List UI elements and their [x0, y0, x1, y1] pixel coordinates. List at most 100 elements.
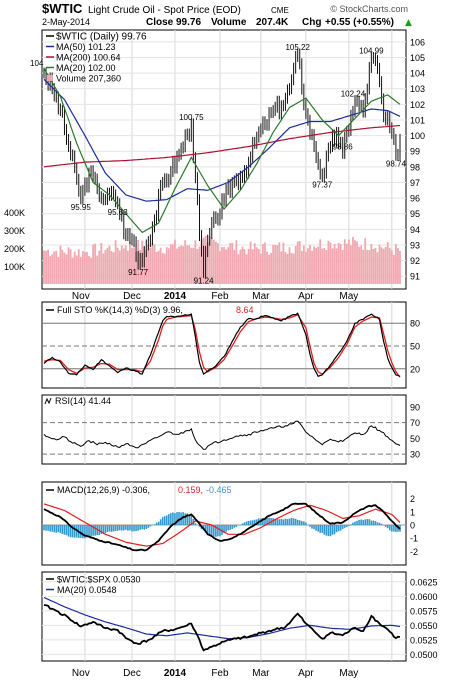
volume-bar	[341, 249, 344, 284]
macd-hist-bar	[71, 525, 74, 538]
volume-bar	[366, 249, 369, 284]
macd-hist-bar	[141, 525, 144, 530]
macd-hist-bar	[125, 525, 127, 530]
macd-hist-bar	[55, 525, 58, 533]
macd-tick-label: -1	[410, 534, 418, 544]
macd-hist-bar	[329, 525, 332, 537]
volume-bar	[257, 248, 260, 284]
volume-bar	[319, 239, 322, 284]
macd-hist-bar	[268, 517, 270, 525]
macd-hist-bar	[161, 517, 164, 525]
price-tick-label: 97	[410, 178, 420, 188]
volume-bar	[288, 247, 291, 284]
macd-hist-bar	[247, 520, 250, 525]
price-tick-label: 105	[410, 53, 425, 63]
volume-bar	[262, 244, 264, 284]
macd-hist-bar	[266, 517, 268, 525]
macd-hist-bar	[120, 525, 123, 531]
volume-bar	[155, 252, 158, 284]
volume-bar	[159, 247, 162, 284]
volume-bar	[133, 248, 135, 284]
macd-hist-bar	[241, 523, 244, 525]
sto-k-line	[43, 312, 401, 378]
volume-bar	[176, 248, 178, 284]
volume-bar	[384, 246, 387, 284]
macd-hist-bar	[290, 518, 293, 525]
macd-hist-bar	[133, 525, 135, 532]
macd-hist-bar	[223, 525, 225, 534]
volume-bar	[151, 242, 154, 284]
volume-bar	[370, 244, 373, 284]
macd-histogram	[43, 511, 401, 539]
macd-hist-bar	[284, 518, 287, 525]
macd-tick-label: 2	[410, 494, 415, 504]
volume-bar	[249, 241, 252, 284]
macd-hist-bar	[229, 525, 231, 530]
volume-bar	[343, 239, 346, 284]
macd-hist-bar	[372, 520, 375, 525]
price-tick-label: 99	[410, 147, 420, 157]
macd-hist-bar	[233, 525, 236, 528]
macd-hist-bar	[309, 525, 311, 527]
volume-bar	[102, 253, 105, 284]
macd-hist-bar	[149, 525, 152, 527]
volume-bar	[116, 247, 119, 284]
volume-bar	[225, 249, 227, 284]
ratio-tick-label: 0.0550	[410, 621, 438, 631]
price-annotation: 104.99	[359, 47, 384, 56]
ma50-line	[43, 78, 401, 202]
macd-hist-bar	[305, 522, 307, 525]
macd-hist-bar	[102, 525, 105, 534]
macd-hist-bar	[213, 525, 215, 537]
price-panel-frame	[41, 29, 407, 290]
price-legend-text: MA(200) 100.64	[56, 53, 121, 63]
volume-bar	[237, 254, 240, 284]
macd-hist-bar	[217, 525, 219, 537]
macd-hist-bar	[131, 525, 133, 532]
price-legend-text: Volume 207,360	[56, 74, 121, 84]
volume-bar	[153, 244, 156, 284]
macd-hist-bar	[296, 519, 299, 525]
sto-legend-text: Full STO %K(14,3) %D(3) 9.96,	[57, 305, 183, 315]
volume-bar	[206, 242, 209, 284]
volume-bar	[347, 239, 350, 284]
macd-hist-bar	[73, 525, 76, 538]
macd-hist-bar	[90, 525, 92, 537]
volume-bar	[88, 256, 90, 284]
macd-tick-label: 0	[410, 521, 415, 531]
macd-hist-bar	[395, 525, 397, 532]
volume-bar	[323, 247, 326, 284]
volume-bar	[94, 243, 97, 284]
volume-bar	[129, 241, 131, 284]
volume-bar	[92, 244, 95, 284]
ratio-tick-label: 0.0500	[410, 650, 438, 660]
volume-bar	[65, 254, 68, 284]
macd-hist-bar	[366, 519, 369, 525]
macd-hist-bar	[174, 513, 176, 525]
macd-hist-bar	[208, 525, 211, 536]
macd-hist-bar	[118, 525, 121, 531]
rsi-tick-label: 90	[410, 402, 420, 412]
volume-bar	[57, 257, 60, 284]
ratio-legend-text: MA(20) 0.0548	[57, 585, 117, 595]
volume-bar	[313, 246, 315, 284]
macd-hist-bar	[237, 525, 240, 526]
volume-bar	[360, 245, 363, 284]
volume-bar	[321, 248, 324, 284]
price-annotation: 91.24	[194, 276, 215, 285]
macd-hist-bar	[178, 511, 180, 525]
volume-bar	[358, 246, 360, 284]
macd-hist-bar	[323, 525, 326, 535]
volume-bar	[390, 250, 393, 284]
volume-bar	[114, 240, 117, 284]
volume-bar	[126, 250, 129, 284]
macd-hist-bar	[397, 525, 399, 532]
macd-hist-bar	[239, 525, 242, 526]
macd-hist-bar	[196, 524, 199, 526]
macd-hist-bar	[49, 525, 51, 532]
volume-bar	[395, 244, 397, 284]
volume-bar	[43, 250, 45, 284]
volume-bar	[84, 252, 86, 284]
macd-hist-bar	[317, 525, 319, 532]
macd-hist-bar	[235, 525, 238, 527]
